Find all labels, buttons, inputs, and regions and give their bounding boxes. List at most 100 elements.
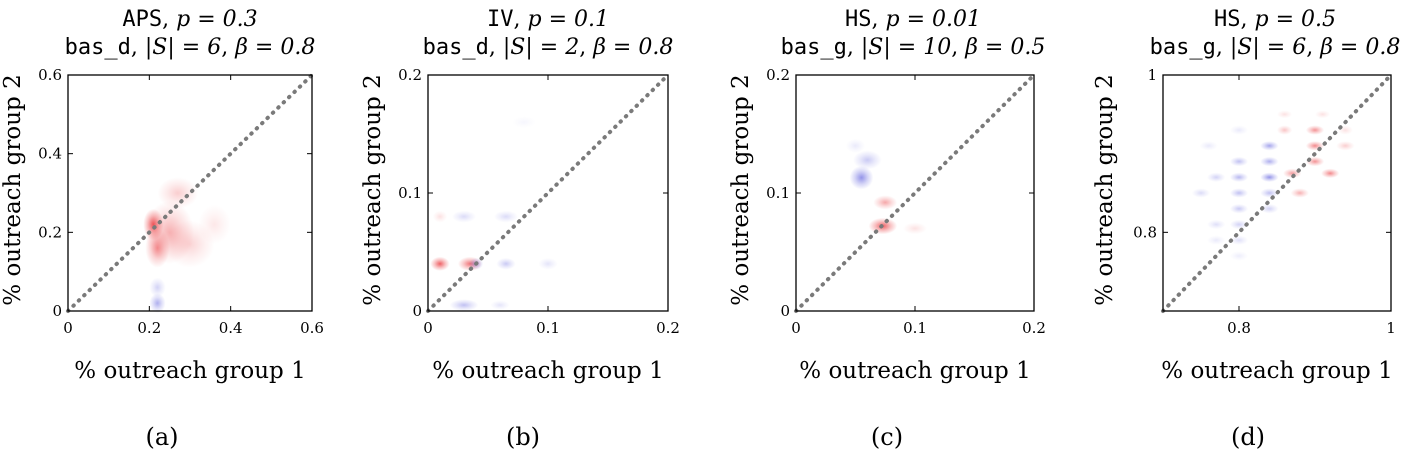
panel-b-heat-blob bbox=[538, 257, 558, 270]
panel-d-heat-blob bbox=[1207, 219, 1226, 230]
panel-d-heat-blob bbox=[1277, 110, 1293, 119]
panel-c-heat-blob bbox=[873, 195, 898, 210]
panel-b-ytick-label: 0 bbox=[412, 302, 422, 320]
panel-b-title-line2: bas_d, |S| = 2, β = 0.8 bbox=[423, 35, 674, 60]
panel-a-title-line2: bas_d, |S| = 6, β = 0.8 bbox=[65, 35, 316, 60]
panel-d-heat-blob bbox=[1305, 125, 1325, 135]
panel-c-heat-blob bbox=[849, 165, 874, 190]
panel-b-ytick-label: 0.1 bbox=[398, 184, 422, 202]
panel-b-heat bbox=[430, 116, 558, 311]
panel-b-heat-blob bbox=[430, 256, 450, 271]
panel-d-heat-blob bbox=[1191, 188, 1211, 198]
panel-d-heat-blob bbox=[1229, 156, 1249, 167]
panel-c-heat bbox=[845, 138, 927, 235]
panel-d-title-line1: HS, p = 0.5 bbox=[1214, 7, 1336, 32]
panel-b-heat-blob bbox=[452, 210, 476, 223]
panel-a-xtick-label: 0.4 bbox=[219, 319, 243, 337]
panel-a-xtick-label: 0 bbox=[63, 319, 73, 337]
panel-c-ytick-label: 0.1 bbox=[766, 184, 790, 202]
panel-d-heat-blob bbox=[1336, 141, 1355, 151]
panel-c-heat-blob bbox=[845, 138, 866, 153]
panel-a-heat bbox=[143, 177, 231, 313]
panel-d-heat-blob bbox=[1260, 141, 1279, 151]
panel-c-xtick-label: 0.1 bbox=[903, 319, 927, 337]
panel-d-ytick-label: 0.8 bbox=[1133, 223, 1157, 241]
panel-d-xtick-label: 0.8 bbox=[1227, 319, 1251, 337]
panel-d-heat-blob bbox=[1260, 204, 1279, 214]
panel-d: HS, p = 0.5 bas_g, |S| = 6, β = 0.8 0.8 1… bbox=[1092, 7, 1400, 451]
panel-a-heat-blob bbox=[149, 277, 166, 298]
panel-d-ytick-label: 1 bbox=[1147, 66, 1157, 84]
panel-b-xtick-label: 0.1 bbox=[536, 319, 560, 337]
panel-c-xtick-label: 0.2 bbox=[1022, 319, 1046, 337]
panel-d-plot-frame bbox=[1162, 74, 1392, 312]
panel-d-heat-blob bbox=[1229, 219, 1249, 230]
panel-b-heat-blob bbox=[512, 116, 536, 129]
panel-b-heat-blob bbox=[432, 210, 448, 223]
panel-a-ticks: 0 0.2 0.4 0.6 0 0.2 0.4 0.6 bbox=[38, 66, 324, 337]
panel-b: IV, p = 0.1 bas_d, |S| = 2, β = 0.8 0 0.1… bbox=[360, 7, 680, 451]
panel-d-ticks: 0.8 1 0.8 1 bbox=[1133, 66, 1396, 337]
panel-d-heat-blob bbox=[1229, 172, 1249, 182]
panel-b-ticks: 0 0.1 0.2 0 0.1 0.2 bbox=[398, 66, 680, 337]
panel-a-heat-blob bbox=[149, 293, 166, 313]
panel-a-ytick-label: 0.6 bbox=[38, 66, 62, 84]
panel-c-ytick-label: 0.2 bbox=[766, 66, 790, 84]
panel-d-heat-blob bbox=[1229, 235, 1249, 245]
panel-c-diagonal bbox=[794, 73, 1036, 313]
panel-a-plot-frame bbox=[67, 74, 313, 312]
panel-d-ylabel: % outreach group 2 bbox=[1092, 74, 1118, 305]
panel-d-heat-blob bbox=[1315, 110, 1331, 119]
panel-c-xlabel: % outreach group 1 bbox=[799, 358, 1030, 384]
panel-d-heat-blob bbox=[1260, 188, 1279, 198]
panel-d-title-line2: bas_g, |S| = 6, β = 0.8 bbox=[1150, 35, 1401, 60]
panel-d-heat bbox=[1191, 110, 1355, 261]
panel-d-xlabel: % outreach group 1 bbox=[1161, 358, 1392, 384]
panel-a-ytick-label: 0.2 bbox=[38, 223, 62, 241]
panel-b-heat-blob bbox=[496, 257, 516, 270]
panel-a-title-line1: APS, p = 0.3 bbox=[122, 7, 257, 32]
panel-c: HS, p = 0.01 bas_g, |S| = 10, β = 0.5 0 0… bbox=[728, 7, 1046, 451]
panel-c-ytick-label: 0 bbox=[780, 302, 790, 320]
panel-b-ytick-label: 0.2 bbox=[398, 66, 422, 84]
panel-d-heat-blob bbox=[1229, 125, 1249, 135]
panel-d-heat-blob bbox=[1207, 235, 1226, 245]
panel-a-heat-blob bbox=[157, 177, 199, 209]
panel-d-heat-blob bbox=[1207, 172, 1226, 182]
panel-c-title-line1: HS, p = 0.01 bbox=[845, 7, 981, 32]
panel-d-heat-blob bbox=[1260, 156, 1279, 167]
panel-d-caption: (d) bbox=[1231, 423, 1265, 451]
panel-d-heat-blob bbox=[1229, 204, 1249, 214]
panel-d-xtick-label: 1 bbox=[1386, 319, 1396, 337]
panel-a-ylabel: % outreach group 2 bbox=[0, 74, 26, 305]
panel-b-xlabel: % outreach group 1 bbox=[432, 358, 663, 384]
panel-a-ytick-label: 0.4 bbox=[38, 145, 62, 163]
panel-c-title-line2: bas_g, |S| = 10, β = 0.5 bbox=[781, 35, 1046, 60]
panel-d-heat-blob bbox=[1229, 188, 1249, 198]
panel-a-xtick-label: 0.6 bbox=[300, 319, 324, 337]
panel-a-xlabel: % outreach group 1 bbox=[74, 358, 305, 384]
panel-d-heat-blob bbox=[1290, 188, 1309, 198]
panel-d-heat-blob bbox=[1260, 172, 1279, 182]
panel-c-ylabel: % outreach group 2 bbox=[728, 74, 754, 305]
panel-b-heat-blob bbox=[490, 300, 510, 310]
panel-a-caption: (a) bbox=[145, 423, 178, 451]
panel-c-heat-blob bbox=[853, 150, 882, 170]
panel-c-ticks: 0 0.1 0.2 0 0.1 0.2 bbox=[766, 66, 1046, 337]
panel-a: APS, p = 0.3 bas_d, |S| = 6, β = 0.8 0 0.… bbox=[0, 7, 324, 451]
panel-d-heat-blob bbox=[1229, 251, 1249, 261]
panel-d-heat-blob bbox=[1321, 168, 1340, 179]
panel-a-ytick-label: 0 bbox=[52, 302, 62, 320]
panel-b-heat-blob bbox=[494, 210, 518, 223]
panel-b-caption: (b) bbox=[506, 423, 540, 451]
panel-c-caption: (c) bbox=[871, 423, 903, 451]
panel-d-heat-blob bbox=[1277, 125, 1293, 135]
panel-b-heat-blob bbox=[449, 299, 479, 311]
panel-c-heat-blob bbox=[903, 222, 927, 235]
panel-b-diagonal bbox=[426, 73, 670, 313]
panel-b-title-line1: IV, p = 0.1 bbox=[487, 7, 609, 32]
panel-b-xtick-label: 0 bbox=[423, 319, 433, 337]
panel-a-xtick-label: 0.2 bbox=[137, 319, 161, 337]
panel-b-xtick-label: 0.2 bbox=[656, 319, 680, 337]
